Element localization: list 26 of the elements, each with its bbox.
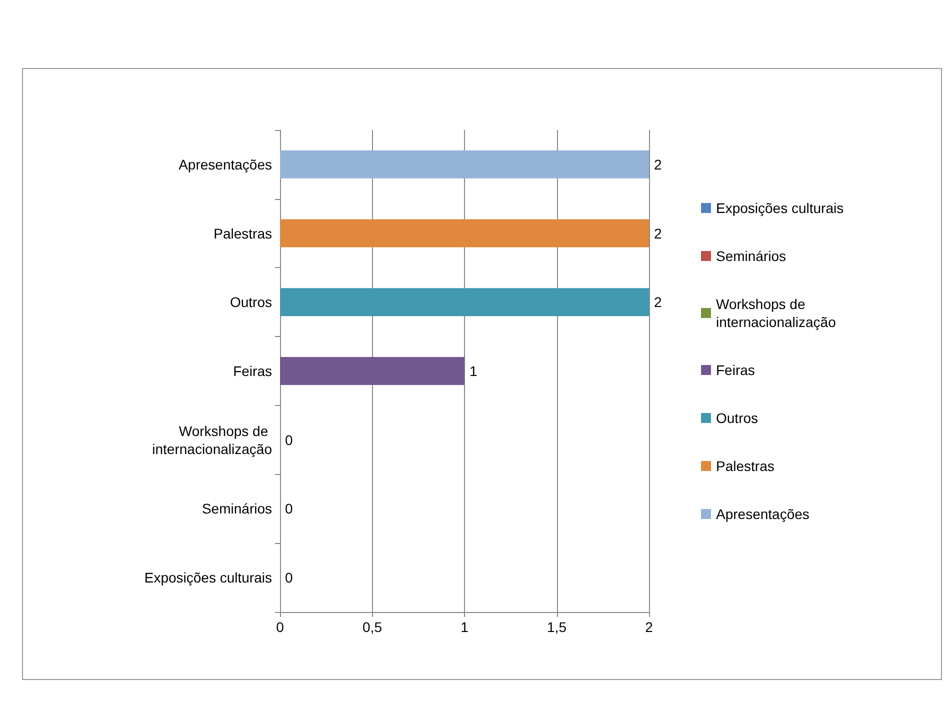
y-tick-label: Seminários: [202, 500, 272, 517]
x-tick-label: 2: [645, 619, 654, 635]
x-tick-label: 0,5: [362, 619, 382, 635]
legend-label: Exposições culturais: [716, 200, 844, 216]
data-label: 2: [654, 156, 662, 172]
x-tick-label: 0: [276, 619, 284, 635]
y-tick-label: Feiras: [233, 363, 272, 379]
legend-label: Seminários: [716, 248, 786, 264]
legend-label: Palestras: [716, 458, 774, 474]
y-tick-label: Exposições culturais: [144, 570, 272, 586]
legend-label: Outros: [716, 410, 758, 426]
x-tick-label: 1: [460, 619, 469, 635]
y-tick-label: Outros: [230, 294, 272, 310]
y-tick-label: Apresentações: [178, 156, 272, 172]
data-label: 2: [654, 294, 662, 310]
legend-label: Feiras: [716, 362, 755, 378]
legend-label: Workshops de internacionalização: [716, 296, 836, 330]
data-label: 0: [285, 432, 293, 448]
y-tick-label: Workshops de internacionalização: [152, 422, 272, 457]
data-label: 1: [470, 363, 478, 379]
data-label: 0: [285, 500, 293, 517]
legend-label: Apresentações: [716, 506, 810, 522]
x-tick-label: 1,5: [547, 619, 567, 635]
data-label: 2: [654, 225, 662, 242]
data-label: 0: [285, 570, 293, 586]
y-tick-label: Palestras: [214, 225, 272, 242]
